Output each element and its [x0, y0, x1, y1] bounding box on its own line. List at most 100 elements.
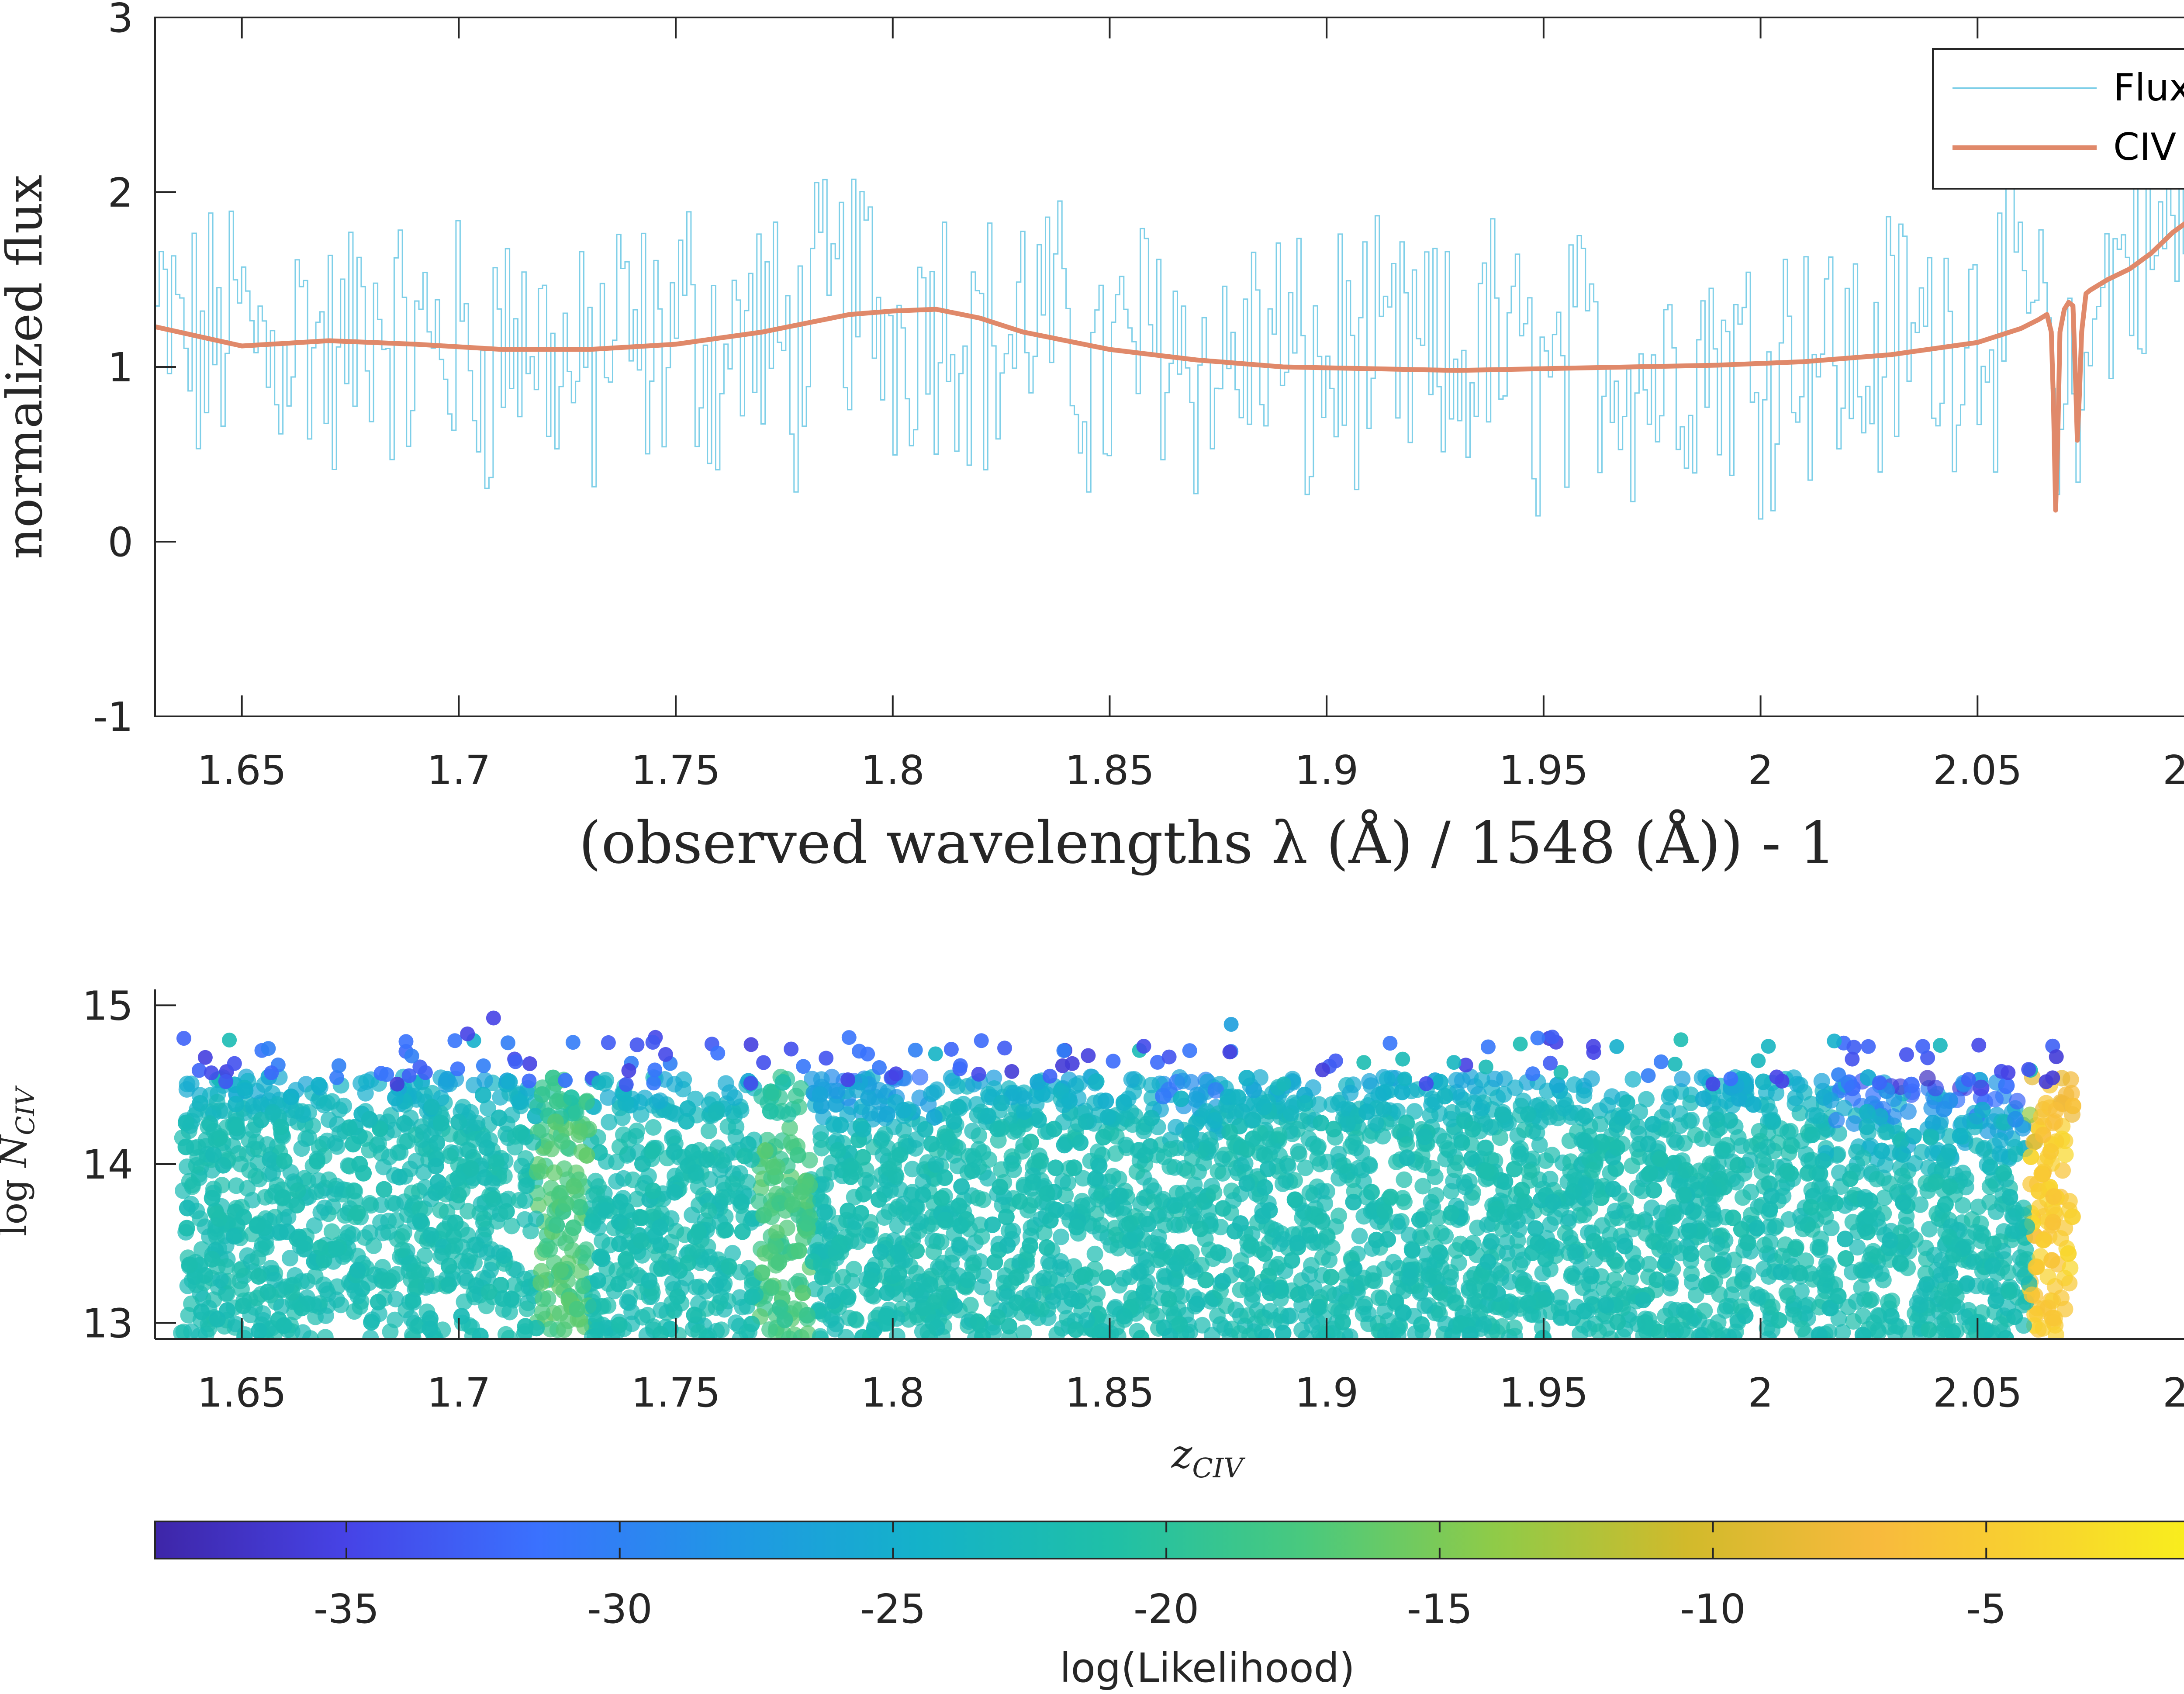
- scatter-point: [307, 1268, 324, 1285]
- scatter-point: [701, 1248, 718, 1265]
- spectrum-series-group: [154, 114, 2184, 520]
- scatter-point: [1091, 1158, 1108, 1175]
- scatter-point: [1607, 1203, 1624, 1220]
- scatter-point: [973, 1228, 990, 1245]
- scatter-point: [634, 1155, 651, 1172]
- scatter-point: [362, 1330, 379, 1339]
- scatter-point: [726, 1089, 743, 1106]
- scatter-point: [1683, 1274, 1700, 1291]
- scatter-point: [1927, 1174, 1944, 1191]
- scatter-point: [601, 1113, 618, 1130]
- scatter-point: [1753, 1163, 1770, 1180]
- scatter-point: [1606, 1271, 1623, 1288]
- scatter-point: [1427, 1187, 1444, 1204]
- scatter-point: [1785, 1307, 1802, 1324]
- scatter-point: [837, 1329, 854, 1339]
- scatter-point: [387, 1089, 404, 1106]
- scatter-point: [1802, 1199, 1819, 1216]
- scatter-point: [326, 1185, 343, 1202]
- scatter-point: [906, 1199, 923, 1216]
- scatter-point: [1473, 1099, 1490, 1117]
- scatter-point: [1614, 1328, 1631, 1339]
- scatter-point: [249, 1249, 266, 1266]
- scatter-point: [1812, 1239, 1828, 1256]
- scatter-point: [1442, 1111, 1459, 1128]
- scatter-point: [416, 1086, 433, 1103]
- scatter-point: [767, 1238, 784, 1255]
- scatter-point: [1944, 1324, 1961, 1339]
- scatter-point: [485, 1190, 502, 1207]
- scatter-point: [1005, 1161, 1022, 1178]
- scatter-point: [1778, 1163, 1795, 1179]
- scatter-point: [1422, 1107, 1439, 1124]
- spectrum-y-tick-label: 0: [107, 519, 133, 566]
- scatter-point: [578, 1093, 595, 1110]
- scatter-point: [1128, 1163, 1145, 1180]
- scatter-point: [293, 1140, 310, 1157]
- scatter-point: [542, 1321, 559, 1338]
- scatter-point: [1425, 1268, 1442, 1285]
- scatter-point: [1768, 1085, 1785, 1102]
- scatter-point: [494, 1290, 511, 1307]
- scatter-point: [1482, 1119, 1500, 1136]
- scatter-point: [1077, 1266, 1094, 1283]
- scatter-point: [1696, 1302, 1713, 1319]
- scatter-point: [310, 1077, 327, 1094]
- scatter-point: [1837, 1250, 1854, 1267]
- scatter-point: [1448, 1242, 1465, 1259]
- scatter-point: [1674, 1070, 1691, 1087]
- scatter-point: [1494, 1106, 1511, 1123]
- scatter-point: [1256, 1179, 1273, 1196]
- legend-civ-label: CIV: [2113, 125, 2176, 169]
- spectrum-legend: Flux CIV: [1932, 48, 2184, 190]
- scatter-point: [1599, 1097, 1616, 1114]
- scatter-point: [590, 1272, 606, 1289]
- scatter-point: [1952, 1127, 1969, 1144]
- scatter-point: [1704, 1129, 1721, 1146]
- scatter-point: [232, 1262, 248, 1279]
- scatter-point: [476, 1210, 492, 1227]
- scatter-point: [1111, 1277, 1128, 1294]
- scatter-point: [1506, 1204, 1523, 1221]
- spectrum-x-tick-label: 1.85: [1065, 747, 1154, 794]
- scatter-point: [878, 1284, 895, 1301]
- scatter-point: [440, 1258, 457, 1275]
- scatter-point: [1105, 1168, 1122, 1185]
- scatter-point: [1727, 1118, 1744, 1135]
- scatter-point: [1237, 1155, 1254, 1172]
- scatter-point: [1353, 1275, 1370, 1292]
- scatter-point: [1982, 1277, 1999, 1294]
- scatter-point: [1868, 1248, 1885, 1265]
- scatter-point: [1387, 1293, 1404, 1310]
- scatter-point: [821, 1223, 838, 1240]
- scatter-point: [1711, 1286, 1728, 1303]
- scatter-point: [1261, 1130, 1278, 1148]
- scatter-point: [935, 1255, 952, 1272]
- scatter-point: [828, 1316, 845, 1332]
- scatter-point: [1954, 1197, 1971, 1214]
- scatter-point: [399, 1133, 416, 1150]
- scatter-point: [280, 1208, 297, 1225]
- scatter-point: [2064, 1208, 2080, 1225]
- scatter-point: [1745, 1096, 1762, 1113]
- scatter-point: [1590, 1323, 1607, 1339]
- scatter-point: [1417, 1297, 1433, 1314]
- scatter-point: [645, 1119, 662, 1136]
- scatter-point: [1398, 1136, 1415, 1153]
- scatter-point: [1197, 1272, 1214, 1289]
- scatter-point: [556, 1321, 573, 1338]
- scatter-point: [525, 1134, 542, 1151]
- scatter-point: [1834, 1324, 1851, 1339]
- scatter-point: [881, 1203, 898, 1220]
- scatter-point: [1257, 1147, 1274, 1164]
- spectrum-y-tick-label: 3: [107, 0, 133, 41]
- scatter-point: [1442, 1264, 1459, 1281]
- scatter-point: [1836, 1099, 1853, 1117]
- scatter-point: [936, 1211, 954, 1228]
- scatter-point: [1303, 1257, 1320, 1274]
- scatter-point: [812, 1328, 829, 1339]
- scatter-point: [1062, 1201, 1079, 1218]
- scatter-point: [1845, 1313, 1862, 1330]
- scatter-point: [1282, 1307, 1299, 1324]
